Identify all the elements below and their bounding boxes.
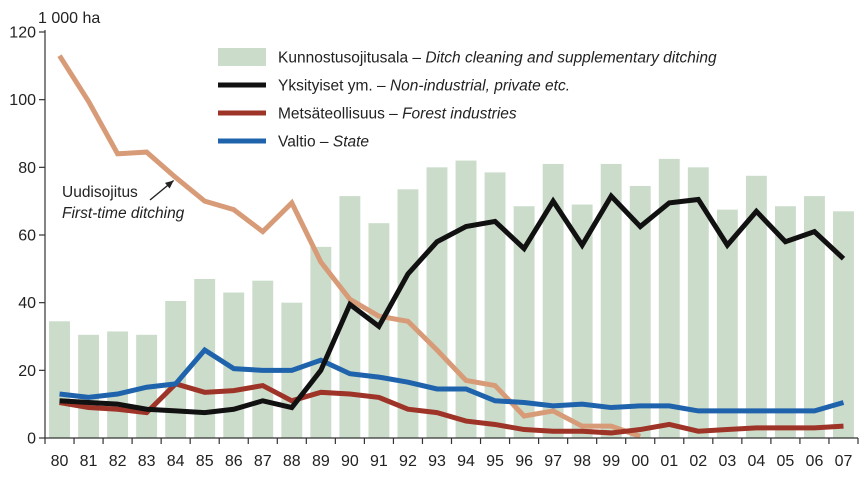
x-tick-label-80: 80 xyxy=(51,453,69,470)
y-tick-label-80: 80 xyxy=(18,160,36,177)
x-tick-label-89: 89 xyxy=(312,453,330,470)
y-tick-label-40: 40 xyxy=(18,295,36,312)
annotation-label-fi: Uudisojitus xyxy=(62,184,138,201)
x-tick-label-82: 82 xyxy=(109,453,127,470)
ditch-cleaning-bar-82 xyxy=(107,331,129,438)
ditch-cleaning-bar-87 xyxy=(252,280,274,438)
ditch-cleaning-bar-92 xyxy=(397,189,419,438)
y-tick-label-0: 0 xyxy=(27,431,36,448)
x-tick-label-91: 91 xyxy=(370,453,388,470)
ditch-cleaning-bar-84 xyxy=(165,300,187,438)
x-tick-label-81: 81 xyxy=(80,453,98,470)
x-tick-label-02: 02 xyxy=(689,453,707,470)
x-tick-label-86: 86 xyxy=(225,453,243,470)
x-tick-label-92: 92 xyxy=(399,453,417,470)
ditch-cleaning-bar-96 xyxy=(513,206,535,438)
x-tick-label-96: 96 xyxy=(515,453,533,470)
ditch-cleaning-bar-02 xyxy=(687,167,709,438)
line-state xyxy=(59,346,845,414)
ditch-cleaning-bar-81 xyxy=(78,334,100,438)
legend-swatch-ditch-cleaning xyxy=(218,48,266,66)
legend-label-ditch-cleaning: Kunnostusojitusala – Ditch cleaning and … xyxy=(278,50,717,67)
x-tick-label-88: 88 xyxy=(283,453,301,470)
x-tick-label-03: 03 xyxy=(718,453,736,470)
y-tick-label-60: 60 xyxy=(18,228,36,245)
x-tick-label-05: 05 xyxy=(777,453,795,470)
x-tick-label-99: 99 xyxy=(602,453,620,470)
ditch-cleaning-bar-80 xyxy=(49,321,70,438)
line-forest-industries xyxy=(59,381,844,436)
x-tick-label-06: 06 xyxy=(806,453,824,470)
line-non-industrial-private xyxy=(59,191,846,416)
annotation-label-en: First-time ditching xyxy=(62,205,185,222)
y-tick-label-100: 100 xyxy=(9,92,36,109)
y-tick-label-20: 20 xyxy=(18,363,36,380)
x-tick-label-04: 04 xyxy=(747,453,765,470)
ditch-cleaning-bar-98 xyxy=(571,204,593,438)
ditch-cleaning-bar-85 xyxy=(194,278,216,438)
x-tick-label-90: 90 xyxy=(341,453,359,470)
legend: Kunnostusojitusala – Ditch cleaning and … xyxy=(218,48,717,151)
ditch-cleaning-bar-04 xyxy=(745,175,767,439)
x-tick-label-95: 95 xyxy=(486,453,504,470)
ditch-cleaning-bar-95 xyxy=(484,172,506,438)
ditch-cleaning-bar-99 xyxy=(600,163,622,438)
y-tick-label-120: 120 xyxy=(9,25,36,42)
legend-label-non-industrial-private: Yksityiset ym. – Non-industrial, private… xyxy=(278,78,570,95)
ditch-cleaning-bar-90 xyxy=(339,196,361,438)
x-tick-label-97: 97 xyxy=(544,453,562,470)
ditch-cleaning-bar-00 xyxy=(629,185,651,438)
legend-label-state: Valtio – State xyxy=(278,134,369,151)
ditch-cleaning-bar-86 xyxy=(223,292,245,438)
ditch-cleaning-bars xyxy=(49,158,854,439)
x-tick-label-94: 94 xyxy=(457,453,475,470)
line-first-time-ditching xyxy=(57,54,642,439)
x-tick-label-83: 83 xyxy=(138,453,156,470)
ditch-cleaning-bar-97 xyxy=(542,163,564,438)
annotation-arrow-head xyxy=(164,180,174,189)
x-tick-label-87: 87 xyxy=(254,453,272,470)
ditch-cleaning-bar-06 xyxy=(803,196,825,438)
ditch-cleaning-bar-94 xyxy=(455,160,477,438)
x-tick-label-07: 07 xyxy=(835,453,853,470)
x-tick-label-98: 98 xyxy=(573,453,591,470)
x-tick-label-00: 00 xyxy=(631,453,649,470)
ditch-cleaning-bar-05 xyxy=(774,206,796,438)
legend-label-forest-industries: Metsäteollisuus – Forest industries xyxy=(278,106,517,123)
ditch-cleaning-bar-03 xyxy=(716,209,738,439)
line-series-group xyxy=(57,54,846,439)
ditch-cleaning-bar-01 xyxy=(658,158,680,439)
y-axis-unit-label: 1 000 ha xyxy=(38,10,100,27)
ditch-cleaning-bar-91 xyxy=(368,223,390,438)
x-tick-label-85: 85 xyxy=(196,453,214,470)
x-tick-label-84: 84 xyxy=(167,453,185,470)
ditch-cleaning-bar-93 xyxy=(426,167,448,438)
x-tick-label-93: 93 xyxy=(428,453,446,470)
ditch-cleaning-bar-07 xyxy=(833,211,854,438)
x-tick-label-01: 01 xyxy=(660,453,678,470)
first-time-ditching-annotation: Uudisojitus First-time ditching xyxy=(62,179,185,222)
